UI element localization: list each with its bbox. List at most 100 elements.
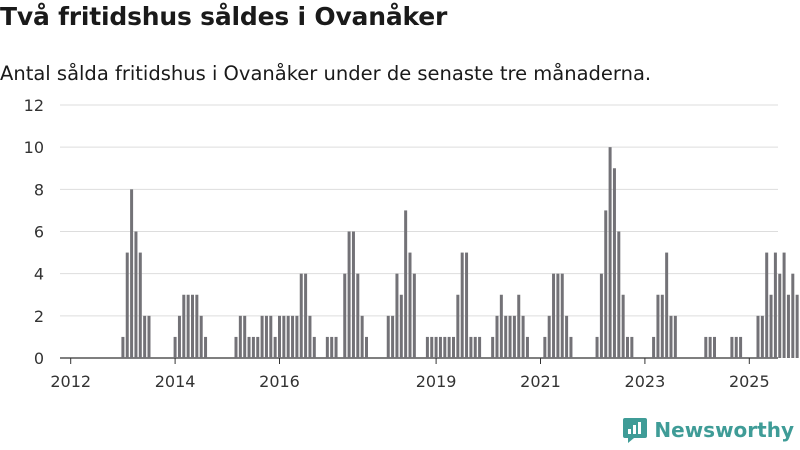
bar [452,336,455,358]
bar [386,315,390,358]
bar [782,252,786,358]
bar [351,231,355,358]
bar [278,315,281,358]
bar [330,336,334,358]
y-tick-label: 8 [34,180,44,199]
bar [521,315,525,358]
bar [291,315,295,358]
bar [395,273,399,358]
y-tick-label: 2 [34,307,44,326]
bar [325,336,329,358]
bar [547,315,551,358]
bar [765,252,769,358]
bar [356,273,360,358]
bar [543,336,547,358]
chart-subtitle: Antal sålda fritidshus i Ovanåker under … [0,62,652,85]
bar [299,273,303,358]
bar [660,294,664,358]
x-tick-label: 2014 [155,372,196,391]
newsworthy-logo: Newsworthy [622,416,794,444]
newsworthy-icon [623,418,648,443]
bar [517,294,521,358]
bar-series [121,147,799,358]
x-tick-label: 2019 [416,372,457,391]
bar [399,294,403,358]
bar [199,315,203,358]
bar [734,336,738,358]
bar [425,336,429,358]
bar [264,315,268,358]
bar [295,315,299,358]
bar [304,273,308,358]
bar [204,336,208,358]
bar [447,336,451,358]
bar [251,336,255,358]
bar [134,231,138,358]
bar [565,315,569,358]
x-tick-label: 2012 [50,372,91,391]
bar [247,336,251,358]
bar [669,315,673,358]
bar [756,315,760,358]
bar [491,336,495,358]
bar [552,273,556,358]
bar [608,147,612,358]
bar [121,336,125,358]
bar [434,336,438,358]
bar [173,336,177,358]
bar [795,294,799,358]
bar [708,336,712,358]
bar [525,336,529,358]
y-axis: 0 2 4 6 8 10 12 [24,96,44,368]
bar [282,315,286,358]
bar [430,336,434,358]
bar [130,189,134,358]
x-axis: 2012 2014 2016 2019 2021 2023 2025 [50,358,770,391]
bar [147,315,151,358]
bar [604,210,608,358]
bar [760,315,764,358]
bar [360,315,364,358]
bar [308,315,312,358]
bar [443,336,447,358]
bar [269,315,273,358]
bar [191,294,194,358]
bar [312,336,316,358]
bar [665,252,669,358]
bar [495,315,499,358]
y-tick-label: 12 [24,96,44,115]
bar [556,273,560,358]
chart-title: Två fritidshus såldes i Ovanåker [0,2,448,31]
x-tick-label: 2021 [520,372,561,391]
bar [186,294,190,358]
bar [630,336,634,358]
y-tick-label: 10 [24,138,44,157]
bar [512,315,516,358]
bar [504,315,508,358]
brand-name: Newsworthy [654,418,794,442]
bar [238,315,242,358]
bar [508,315,512,358]
bar [730,336,734,358]
bar [499,294,503,358]
y-tick-label: 4 [34,265,44,284]
bar [412,273,416,358]
x-tick-label: 2023 [625,372,666,391]
bar [365,336,368,358]
bar [560,273,564,358]
bar [195,294,199,358]
bar [286,315,290,358]
bar [273,336,277,358]
bar [125,252,129,358]
bar [177,315,181,358]
bar [778,273,782,358]
bar [621,294,625,358]
bar [138,252,142,358]
bar [465,252,469,358]
bar [617,231,621,358]
bar [478,336,482,358]
bar [656,294,660,358]
bar [438,336,442,358]
y-tick-label: 6 [34,223,44,242]
x-tick-label: 2025 [729,372,770,391]
